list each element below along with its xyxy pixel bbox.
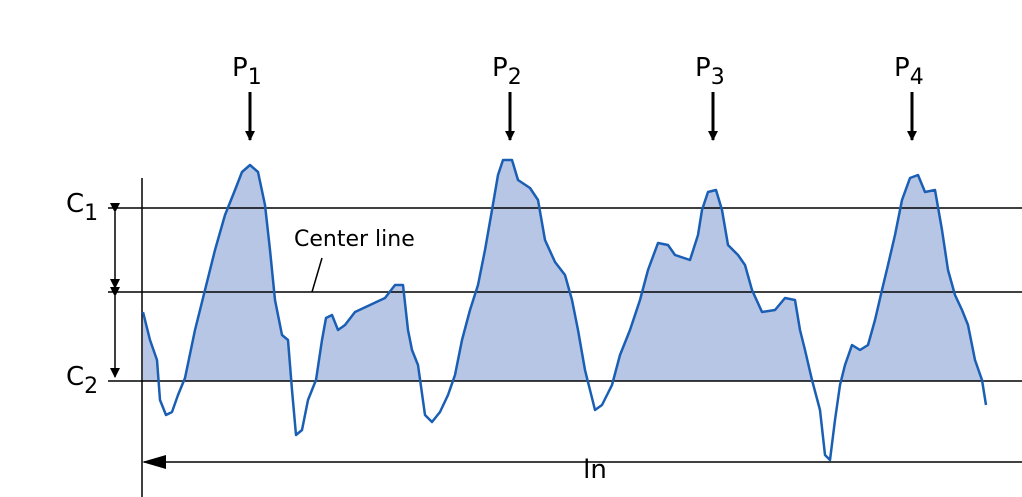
center-leader	[311, 257, 323, 293]
peak-label: P3	[695, 53, 725, 90]
peak-label-base: P	[894, 53, 910, 83]
peak-label-sub: 2	[508, 65, 522, 90]
center-label: Center line	[294, 227, 415, 252]
peak-label: P2	[492, 53, 522, 90]
level-label: C2	[66, 362, 98, 399]
level-label-sub: 2	[84, 374, 98, 399]
peak-label-base: P	[492, 53, 508, 83]
level-label: C1	[66, 189, 98, 226]
peak-label: P1	[232, 53, 262, 90]
peak-label-base: P	[695, 53, 711, 83]
level-label-sub: 1	[84, 201, 98, 226]
profile	[141, 158, 988, 462]
peak-label-base: P	[232, 53, 248, 83]
length-label: ln	[583, 455, 607, 485]
level-label-base: C	[66, 362, 84, 392]
peak-label-sub: 3	[711, 65, 725, 90]
profile-fill	[143, 160, 986, 381]
peak-label: P4	[894, 53, 924, 90]
peak-label-sub: 4	[910, 65, 924, 90]
level-label-base: C	[66, 189, 84, 219]
peak-label-sub: 1	[248, 65, 262, 90]
